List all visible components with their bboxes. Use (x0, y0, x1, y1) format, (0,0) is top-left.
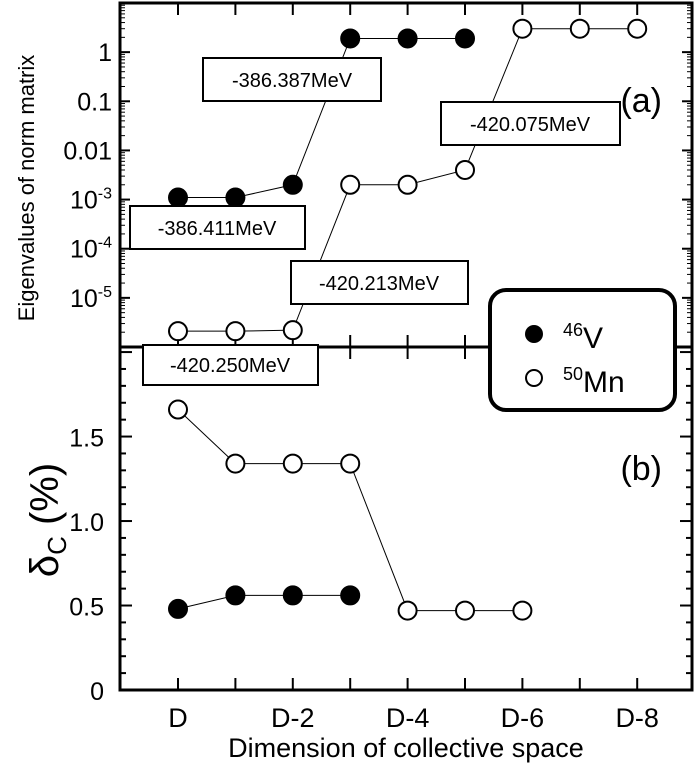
annotation-text: -386.411MeV (158, 218, 277, 240)
y-tick-label: 0.5 (69, 594, 104, 622)
data-point-50Mn (340, 174, 361, 195)
data-point-50Mn (455, 159, 475, 180)
data-point-50Mn (282, 320, 303, 341)
y-tick-label: 1 (98, 39, 112, 67)
annotation-text: -386.387MeV (232, 70, 353, 92)
annotation-420-250: -420.250MeV (142, 344, 319, 386)
y-axis-label-bottom: δC (%) (23, 463, 72, 577)
data-point-46V (282, 174, 303, 195)
annotation-420-075: -420.075MeV (440, 101, 621, 146)
legend-entry-46v: 46V (563, 320, 603, 355)
data-point-50Mn (455, 600, 475, 621)
data-point-46V (282, 585, 303, 606)
annotation-text: -420.075MeV (470, 114, 591, 136)
annotation-text: -420.213MeV (319, 273, 440, 295)
panel-label-b: (b) (620, 450, 662, 488)
data-point-50Mn (225, 321, 246, 342)
y-tick-label: 10-3 (70, 186, 112, 215)
data-point-46V (225, 187, 246, 208)
x-tick-label: D (168, 703, 188, 733)
x-tick-label: D-2 (271, 703, 315, 733)
data-point-50Mn (397, 174, 418, 195)
annotation-420-213: -420.213MeV (290, 260, 469, 305)
data-point-50Mn (340, 453, 361, 474)
y-tick-label: 0.01 (63, 137, 112, 165)
y-tick-label: 10-4 (70, 235, 112, 264)
x-tick-label: D-6 (501, 703, 545, 733)
data-point-50Mn (512, 600, 533, 621)
data-point-50Mn (168, 399, 188, 420)
legend-element: Mn (583, 366, 625, 399)
data-point-46V (455, 28, 475, 49)
series-line-50Mn (177, 409, 523, 612)
data-point-50Mn (225, 453, 246, 474)
y-tick-label: 1.0 (69, 509, 104, 537)
data-point-46V (225, 585, 246, 606)
y-axis-label-top: Eigenvalues of norm matrix (14, 55, 39, 322)
data-point-46V (340, 28, 361, 49)
data-point-50Mn (512, 18, 533, 39)
x-tick-label: D-8 (615, 703, 659, 733)
data-point-46V (340, 585, 361, 606)
panel-label-a: (a) (620, 82, 662, 120)
legend-marker-open (525, 369, 543, 387)
legend-mass: 50 (563, 364, 583, 384)
data-point-50Mn (627, 18, 648, 39)
legend-entry-50mn: 50Mn (563, 364, 625, 399)
x-axis-label: Dimension of collective space (228, 733, 584, 763)
data-point-50Mn (168, 321, 188, 342)
data-point-46V (168, 598, 188, 619)
y-tick-label: 1.5 (69, 425, 104, 453)
legend: 46V 50Mn (488, 288, 677, 412)
y-tick-label: 0 (90, 678, 104, 706)
data-point-46V (168, 187, 188, 208)
legend-marker-filled (525, 325, 543, 343)
x-tick-label: D-4 (386, 703, 430, 733)
series-line-46V (177, 594, 351, 610)
data-point-50Mn (397, 600, 418, 621)
y-tick-label: 0.1 (77, 88, 112, 116)
data-point-46V (397, 28, 418, 49)
annotation-386-411: -386.411MeV (129, 205, 306, 250)
y-tick-label: 10-5 (70, 284, 112, 313)
data-point-50Mn (282, 453, 303, 474)
legend-element: V (583, 322, 603, 355)
annotation-text: -420.250MeV (170, 355, 291, 377)
y-label-unit: (%) (23, 463, 67, 536)
legend-mass: 46 (563, 320, 583, 340)
y-label-sub: C (42, 536, 72, 555)
y-label-delta: δ (23, 555, 67, 577)
annotation-386-387: -386.387MeV (202, 57, 382, 102)
data-point-50Mn (569, 18, 590, 39)
